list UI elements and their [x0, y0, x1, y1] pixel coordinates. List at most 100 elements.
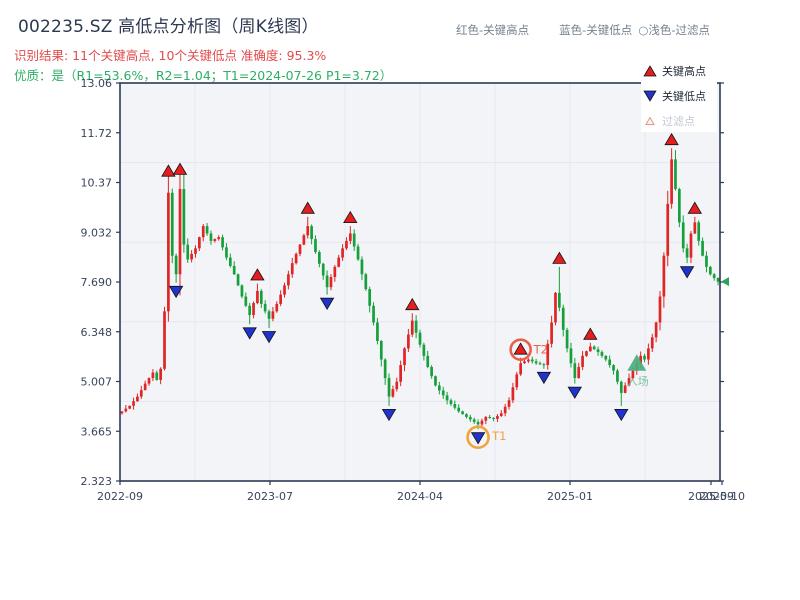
candle-up	[527, 359, 530, 362]
candle-down	[558, 292, 561, 308]
y-tick-label: 13.06	[81, 77, 113, 90]
candle-up	[201, 226, 205, 238]
candle-up	[511, 387, 515, 401]
legend-blue-keylow: 蓝色-关键低点	[559, 23, 633, 37]
candle-up	[124, 408, 128, 412]
legend-filter-icon	[645, 116, 655, 125]
candle-up	[689, 233, 693, 258]
candle-down	[612, 365, 615, 371]
candle-up	[128, 405, 132, 409]
entry-label: 入场	[627, 374, 649, 388]
legend-filter-point: ○浅色-过滤点	[638, 23, 710, 37]
candle-down	[364, 274, 368, 290]
candle-down	[678, 189, 681, 223]
candle-up	[523, 361, 526, 364]
candle-up	[271, 311, 275, 319]
candle-up	[283, 285, 286, 295]
candle-up	[577, 366, 581, 379]
candle-down	[449, 400, 453, 405]
candle-up	[139, 390, 143, 397]
candle-up	[499, 413, 503, 417]
legend-item-label: 过滤点	[662, 115, 695, 128]
candle-down	[321, 263, 325, 276]
candle-up	[256, 290, 259, 303]
candle-down	[205, 226, 209, 234]
candle-down	[418, 332, 422, 345]
candle-down	[383, 359, 387, 379]
candle-down	[352, 233, 356, 247]
y-tick-label: 3.665	[81, 425, 113, 438]
candle-up	[190, 253, 193, 260]
candle-up	[654, 322, 658, 338]
x-tick-label: 2025-10	[699, 490, 745, 503]
candle-down	[542, 364, 546, 366]
candle-down	[596, 349, 600, 353]
candle-down	[674, 159, 677, 190]
candle-down	[565, 329, 569, 349]
key-low-marker	[242, 327, 257, 340]
candle-down	[209, 233, 213, 241]
candle-down	[236, 274, 240, 286]
candle-down	[186, 244, 190, 260]
candle-down	[616, 370, 619, 382]
candle-down	[259, 290, 263, 304]
candle-down	[534, 361, 538, 364]
legend-item-label: 关键低点	[662, 89, 706, 103]
candle-up	[136, 396, 139, 402]
candle-down	[422, 344, 426, 356]
key-high-marker	[161, 164, 176, 177]
candle-up	[275, 303, 279, 312]
candle-down	[430, 366, 433, 377]
key-low-marker	[679, 266, 695, 279]
candle-down	[705, 255, 708, 267]
key-high-marker	[664, 132, 679, 146]
candle-down	[441, 390, 445, 396]
candle-up	[666, 203, 670, 256]
candle-up	[658, 296, 662, 323]
x-tick-label: 2025-01	[547, 490, 593, 503]
candle-down	[465, 414, 468, 417]
candle-up	[341, 248, 344, 258]
candle-down	[453, 404, 457, 408]
candle-up	[329, 277, 333, 288]
candle-down	[174, 255, 178, 275]
candle-up	[554, 292, 557, 323]
candle-down	[221, 237, 224, 248]
candle-up	[546, 343, 550, 366]
candle-down	[356, 246, 360, 260]
key-low-marker	[319, 297, 335, 310]
legend-item-label: 关键高点	[662, 64, 706, 78]
candle-up	[623, 385, 627, 393]
candle-up	[410, 320, 414, 335]
candle-up	[163, 311, 166, 369]
key-high-marker	[513, 342, 528, 355]
candle-down	[155, 372, 159, 380]
candle-down	[701, 240, 704, 256]
candle-down	[426, 355, 430, 367]
candle-down	[414, 320, 418, 333]
candle-up	[132, 401, 135, 406]
key-low-marker	[470, 432, 486, 445]
header-color-legend: 红色-关键高点 蓝色-关键低点 ○浅色-过滤点	[456, 22, 710, 38]
candle-down	[643, 355, 646, 360]
key-high-marker	[300, 201, 315, 214]
candle-up	[484, 416, 488, 421]
candle-down	[325, 275, 329, 288]
candle-up	[403, 348, 406, 366]
candle-up	[581, 355, 584, 367]
candle-up	[287, 274, 290, 286]
candle-down	[434, 376, 437, 386]
candle-up	[306, 226, 310, 236]
y-tick-label: 10.37	[81, 177, 113, 190]
candle-up	[670, 159, 673, 204]
candle-up	[348, 233, 352, 241]
candle-down	[472, 419, 476, 422]
candle-up	[588, 346, 592, 352]
candle-down	[530, 359, 534, 362]
y-tick-label: 6.348	[81, 326, 113, 339]
candle-down	[461, 411, 464, 415]
key-high-marker	[583, 327, 598, 340]
candle-up	[294, 253, 298, 264]
candle-down	[712, 274, 716, 278]
